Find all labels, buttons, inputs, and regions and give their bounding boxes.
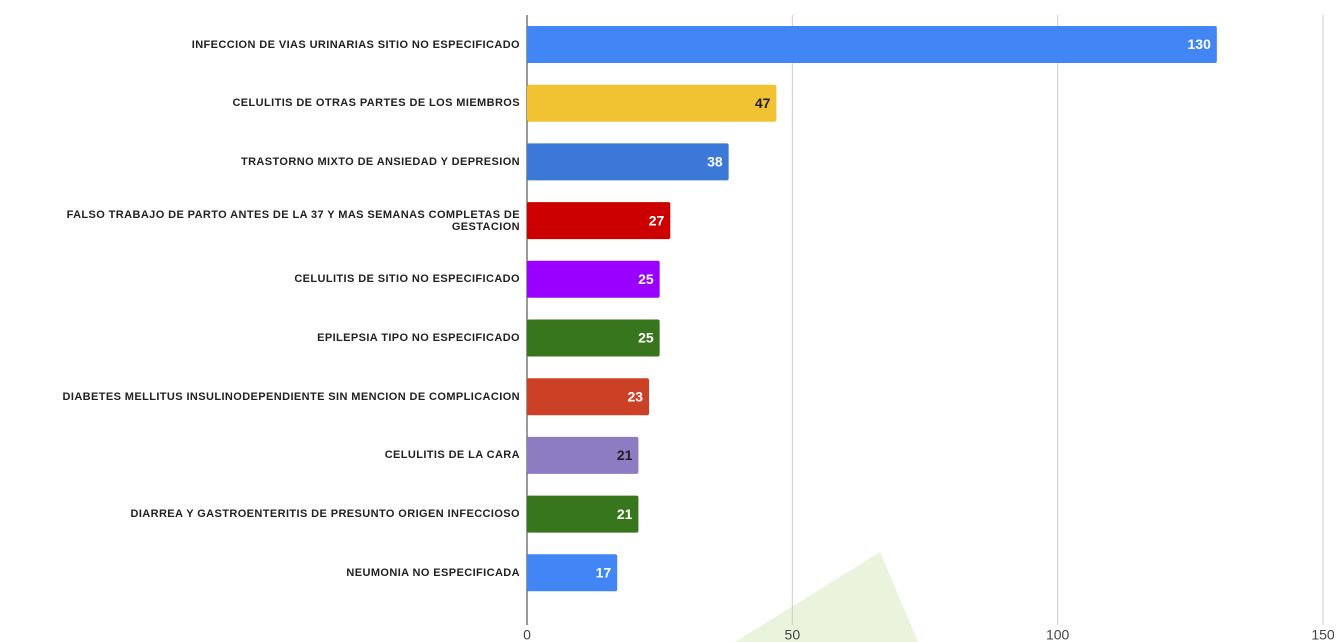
watermark <box>735 552 918 642</box>
x-tick-label: 0 <box>523 627 531 642</box>
y-tick-label: EPILEPSIA TIPO NO ESPECIFICADO <box>317 332 520 344</box>
y-tick-label: INFECCION DE VIAS URINARIAS SITIO NO ESP… <box>191 38 520 51</box>
data-label: 23 <box>627 388 643 404</box>
data-label: 21 <box>617 447 633 463</box>
bar <box>527 495 639 533</box>
bar <box>527 554 618 592</box>
bar <box>527 202 671 240</box>
y-tick-label: NEUMONIA NO ESPECIFICADA <box>346 566 520 579</box>
bar <box>527 260 660 298</box>
data-label: 27 <box>649 212 665 228</box>
y-tick-label: CELULITIS DE LA CARA <box>384 449 520 462</box>
bar <box>527 143 729 181</box>
data-label: 38 <box>707 154 723 170</box>
data-label: 25 <box>638 330 654 346</box>
bar <box>527 319 660 357</box>
data-label: 47 <box>755 95 771 111</box>
y-tick-label: FALSO TRABAJO DE PARTO ANTES DE LA 37 Y … <box>66 208 520 233</box>
y-tick-label: DIARREA Y GASTROENTERITIS DE PRESUNTO OR… <box>130 508 520 521</box>
y-tick-label: DIABETES MELLITUS INSULINODEPENDIENTE SI… <box>62 390 520 403</box>
x-tick-label: 100 <box>1046 627 1070 642</box>
data-label: 17 <box>596 565 612 581</box>
bar <box>527 26 1217 63</box>
bar <box>527 436 639 474</box>
data-label: 21 <box>617 506 633 522</box>
y-tick-label: CELULITIS DE SITIO NO ESPECIFICADO <box>294 273 520 286</box>
x-tick-label: 150 <box>1311 627 1335 642</box>
x-tick-label: 50 <box>785 627 801 642</box>
y-tick-label: TRASTORNO MIXTO DE ANSIEDAD Y DEPRESION <box>240 155 520 168</box>
data-label: 130 <box>1188 36 1212 52</box>
bar <box>527 378 650 416</box>
y-tick-label: CELULITIS DE OTRAS PARTES DE LOS MIEMBRO… <box>232 97 520 110</box>
bar <box>527 84 777 122</box>
data-label: 25 <box>638 271 654 287</box>
